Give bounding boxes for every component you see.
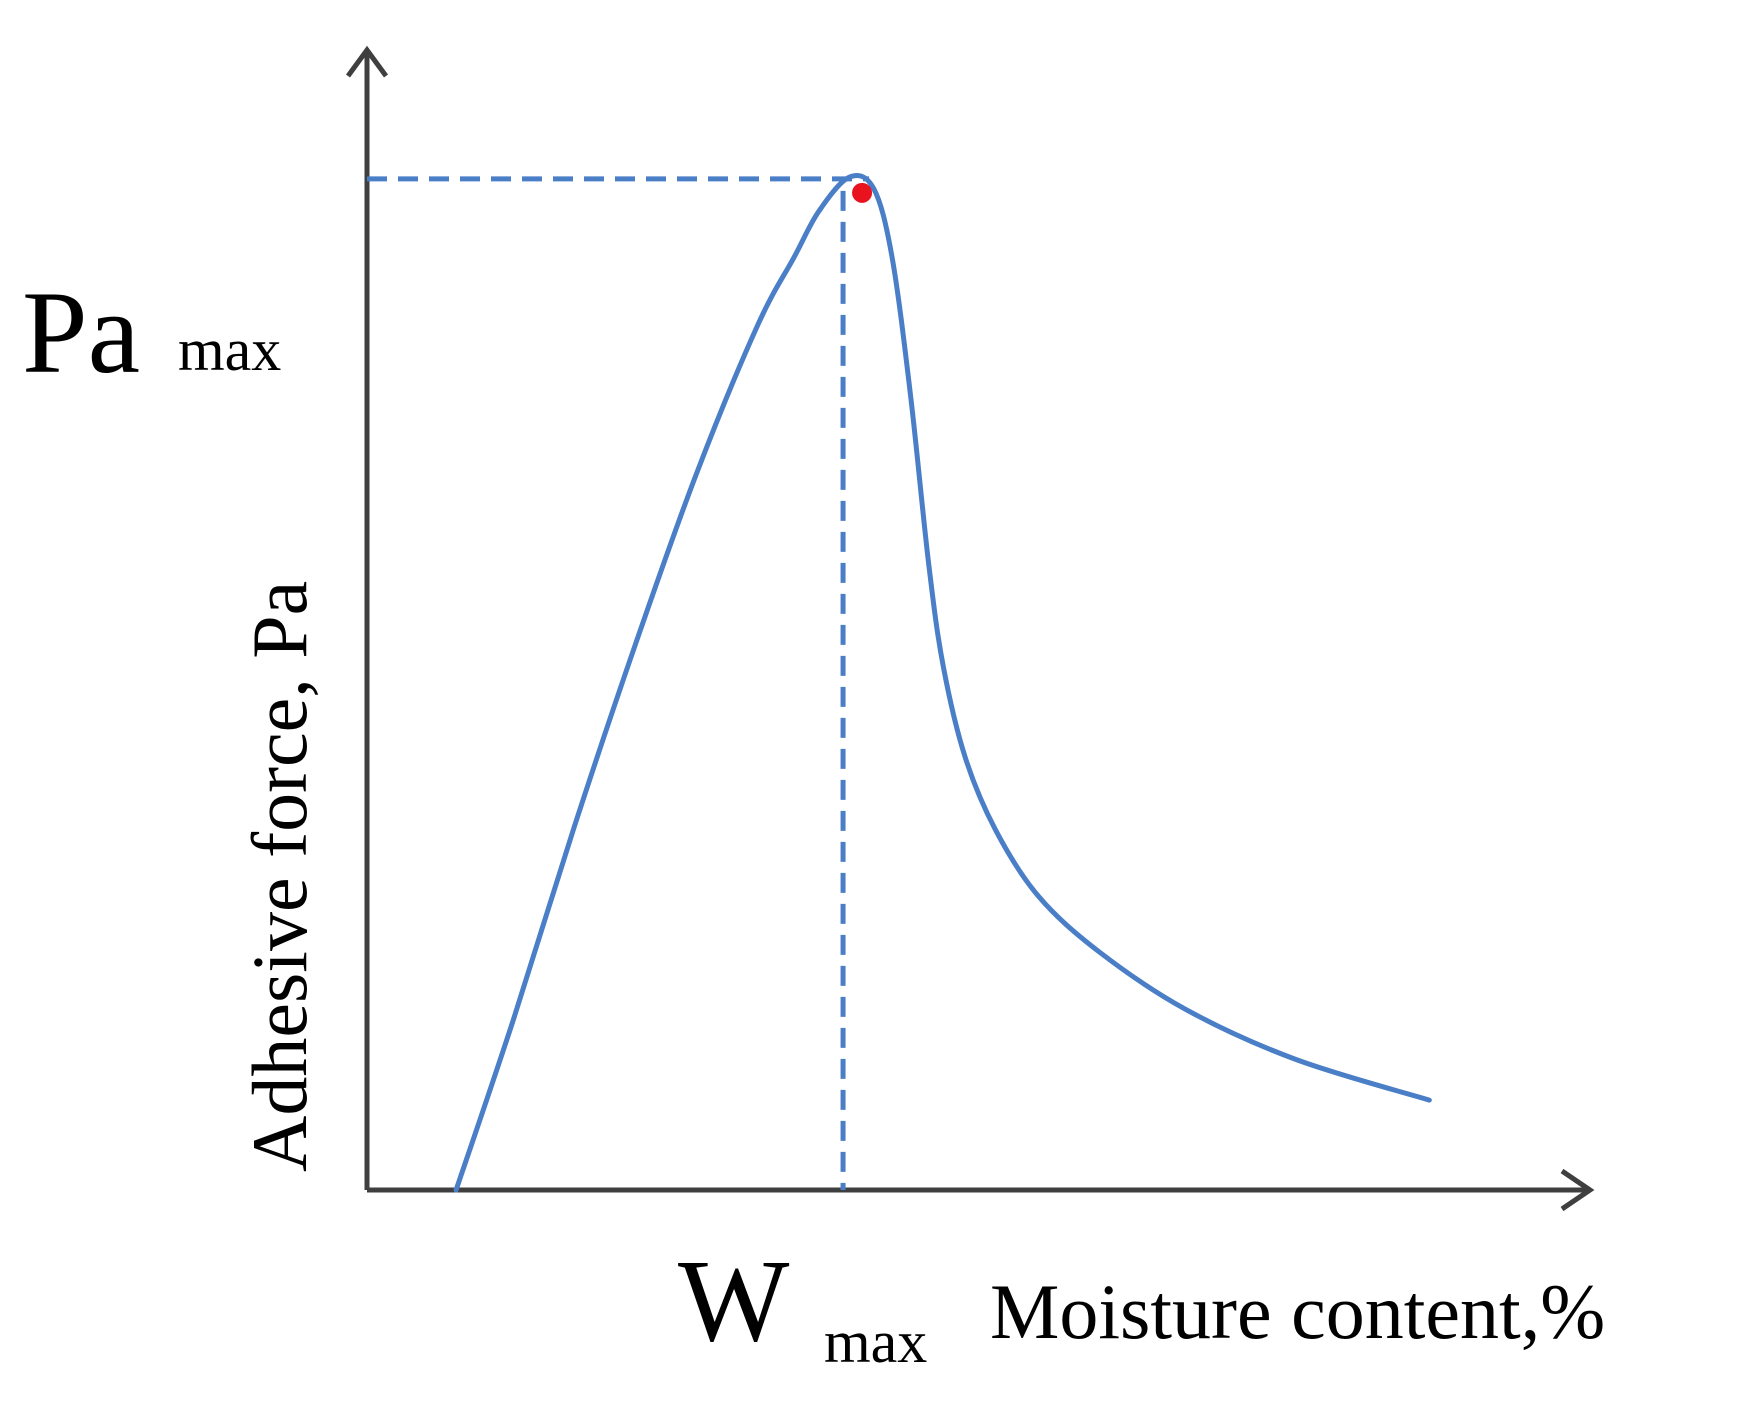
y-axis-label: Adhesive force, Pa [236,581,323,1172]
x-peak-label-sub: max [824,1309,927,1375]
series-line-1 [453,173,1432,1193]
x-axis-label: Moisture content,% [990,1268,1605,1355]
series-group [453,173,1432,1193]
x-axis-arrowhead [1560,1168,1595,1212]
y-peak-label-sub: max [178,317,281,383]
x-peak-label-main: W [678,1235,790,1366]
axes [345,45,1595,1212]
guides [367,176,870,1190]
peak-marker [852,182,873,203]
y-peak-label-main: Pa [22,267,140,398]
y-axis-arrowhead [345,45,389,78]
labels: Pa max Adhesive force, Pa W max Moisture… [22,267,1605,1375]
